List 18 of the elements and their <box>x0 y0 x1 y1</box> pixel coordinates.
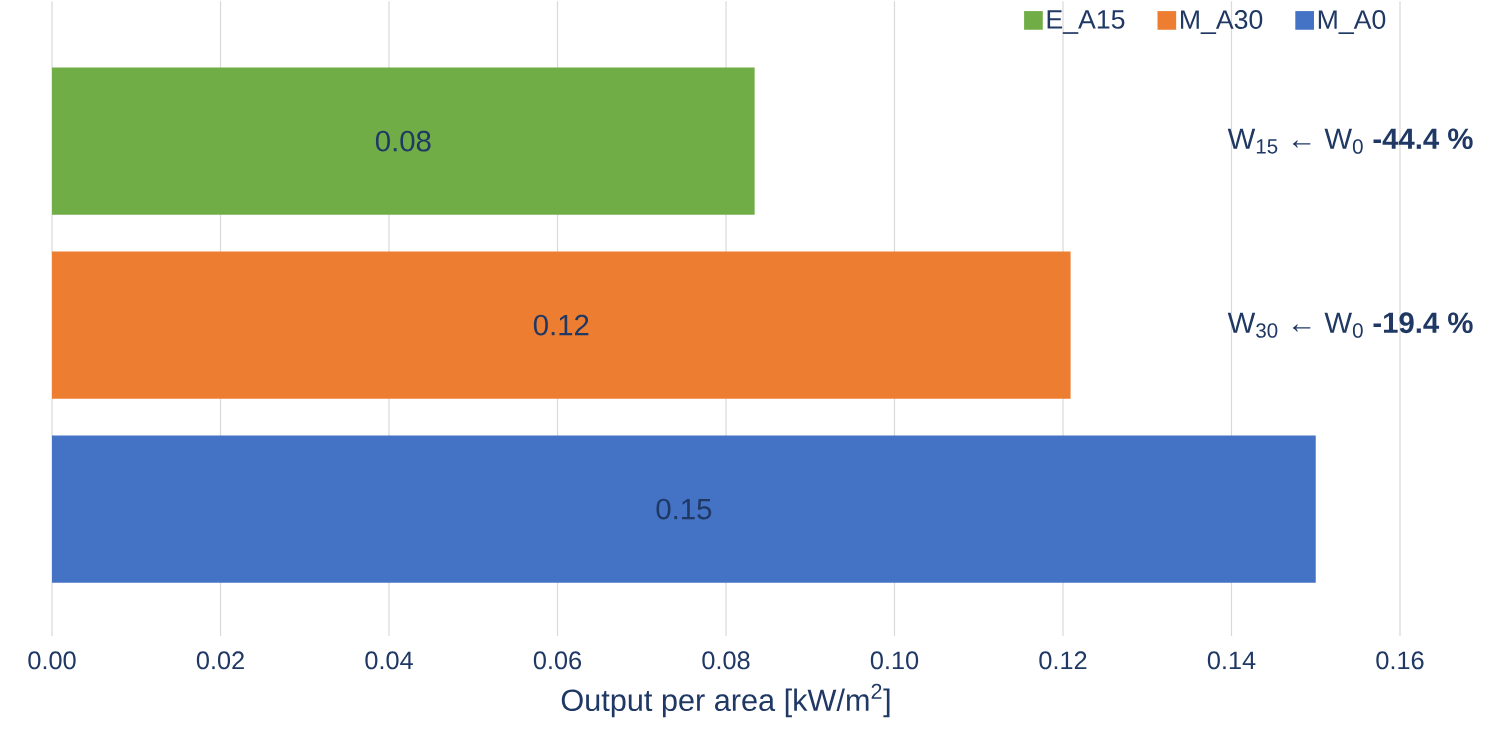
legend-label: M_A0 <box>1318 10 1386 35</box>
x-tick-label: 0.08 <box>702 651 750 670</box>
annotation: W$_{30}$ ← W$_{0}$ -19.4 % <box>1227 312 1473 338</box>
x-tick-label: 0.10 <box>870 651 919 670</box>
x-tick-label: 0.00 <box>28 651 76 670</box>
data-label: 0.15 <box>656 498 712 520</box>
x-tick-label: 0.06 <box>533 651 582 670</box>
x-tick-label: 0.02 <box>196 651 244 670</box>
legend-label: E_A15 <box>1047 10 1125 34</box>
data-label: 0.08 <box>375 130 431 152</box>
data-label: 0.12 <box>533 314 589 336</box>
x-tick-label: 0.04 <box>365 651 413 670</box>
x-tick-label: 0.12 <box>1039 651 1087 670</box>
x-axis-title: Output per area [kW/m$^{2}$] <box>561 683 890 718</box>
x-tick-label: 0.14 <box>1207 651 1256 670</box>
legend-label: M_A30 <box>1181 10 1263 35</box>
x-tick-label: 0.16 <box>1376 651 1424 670</box>
annotation: W$_{15}$ ← W$_{0}$ -44.4 % <box>1227 128 1473 154</box>
